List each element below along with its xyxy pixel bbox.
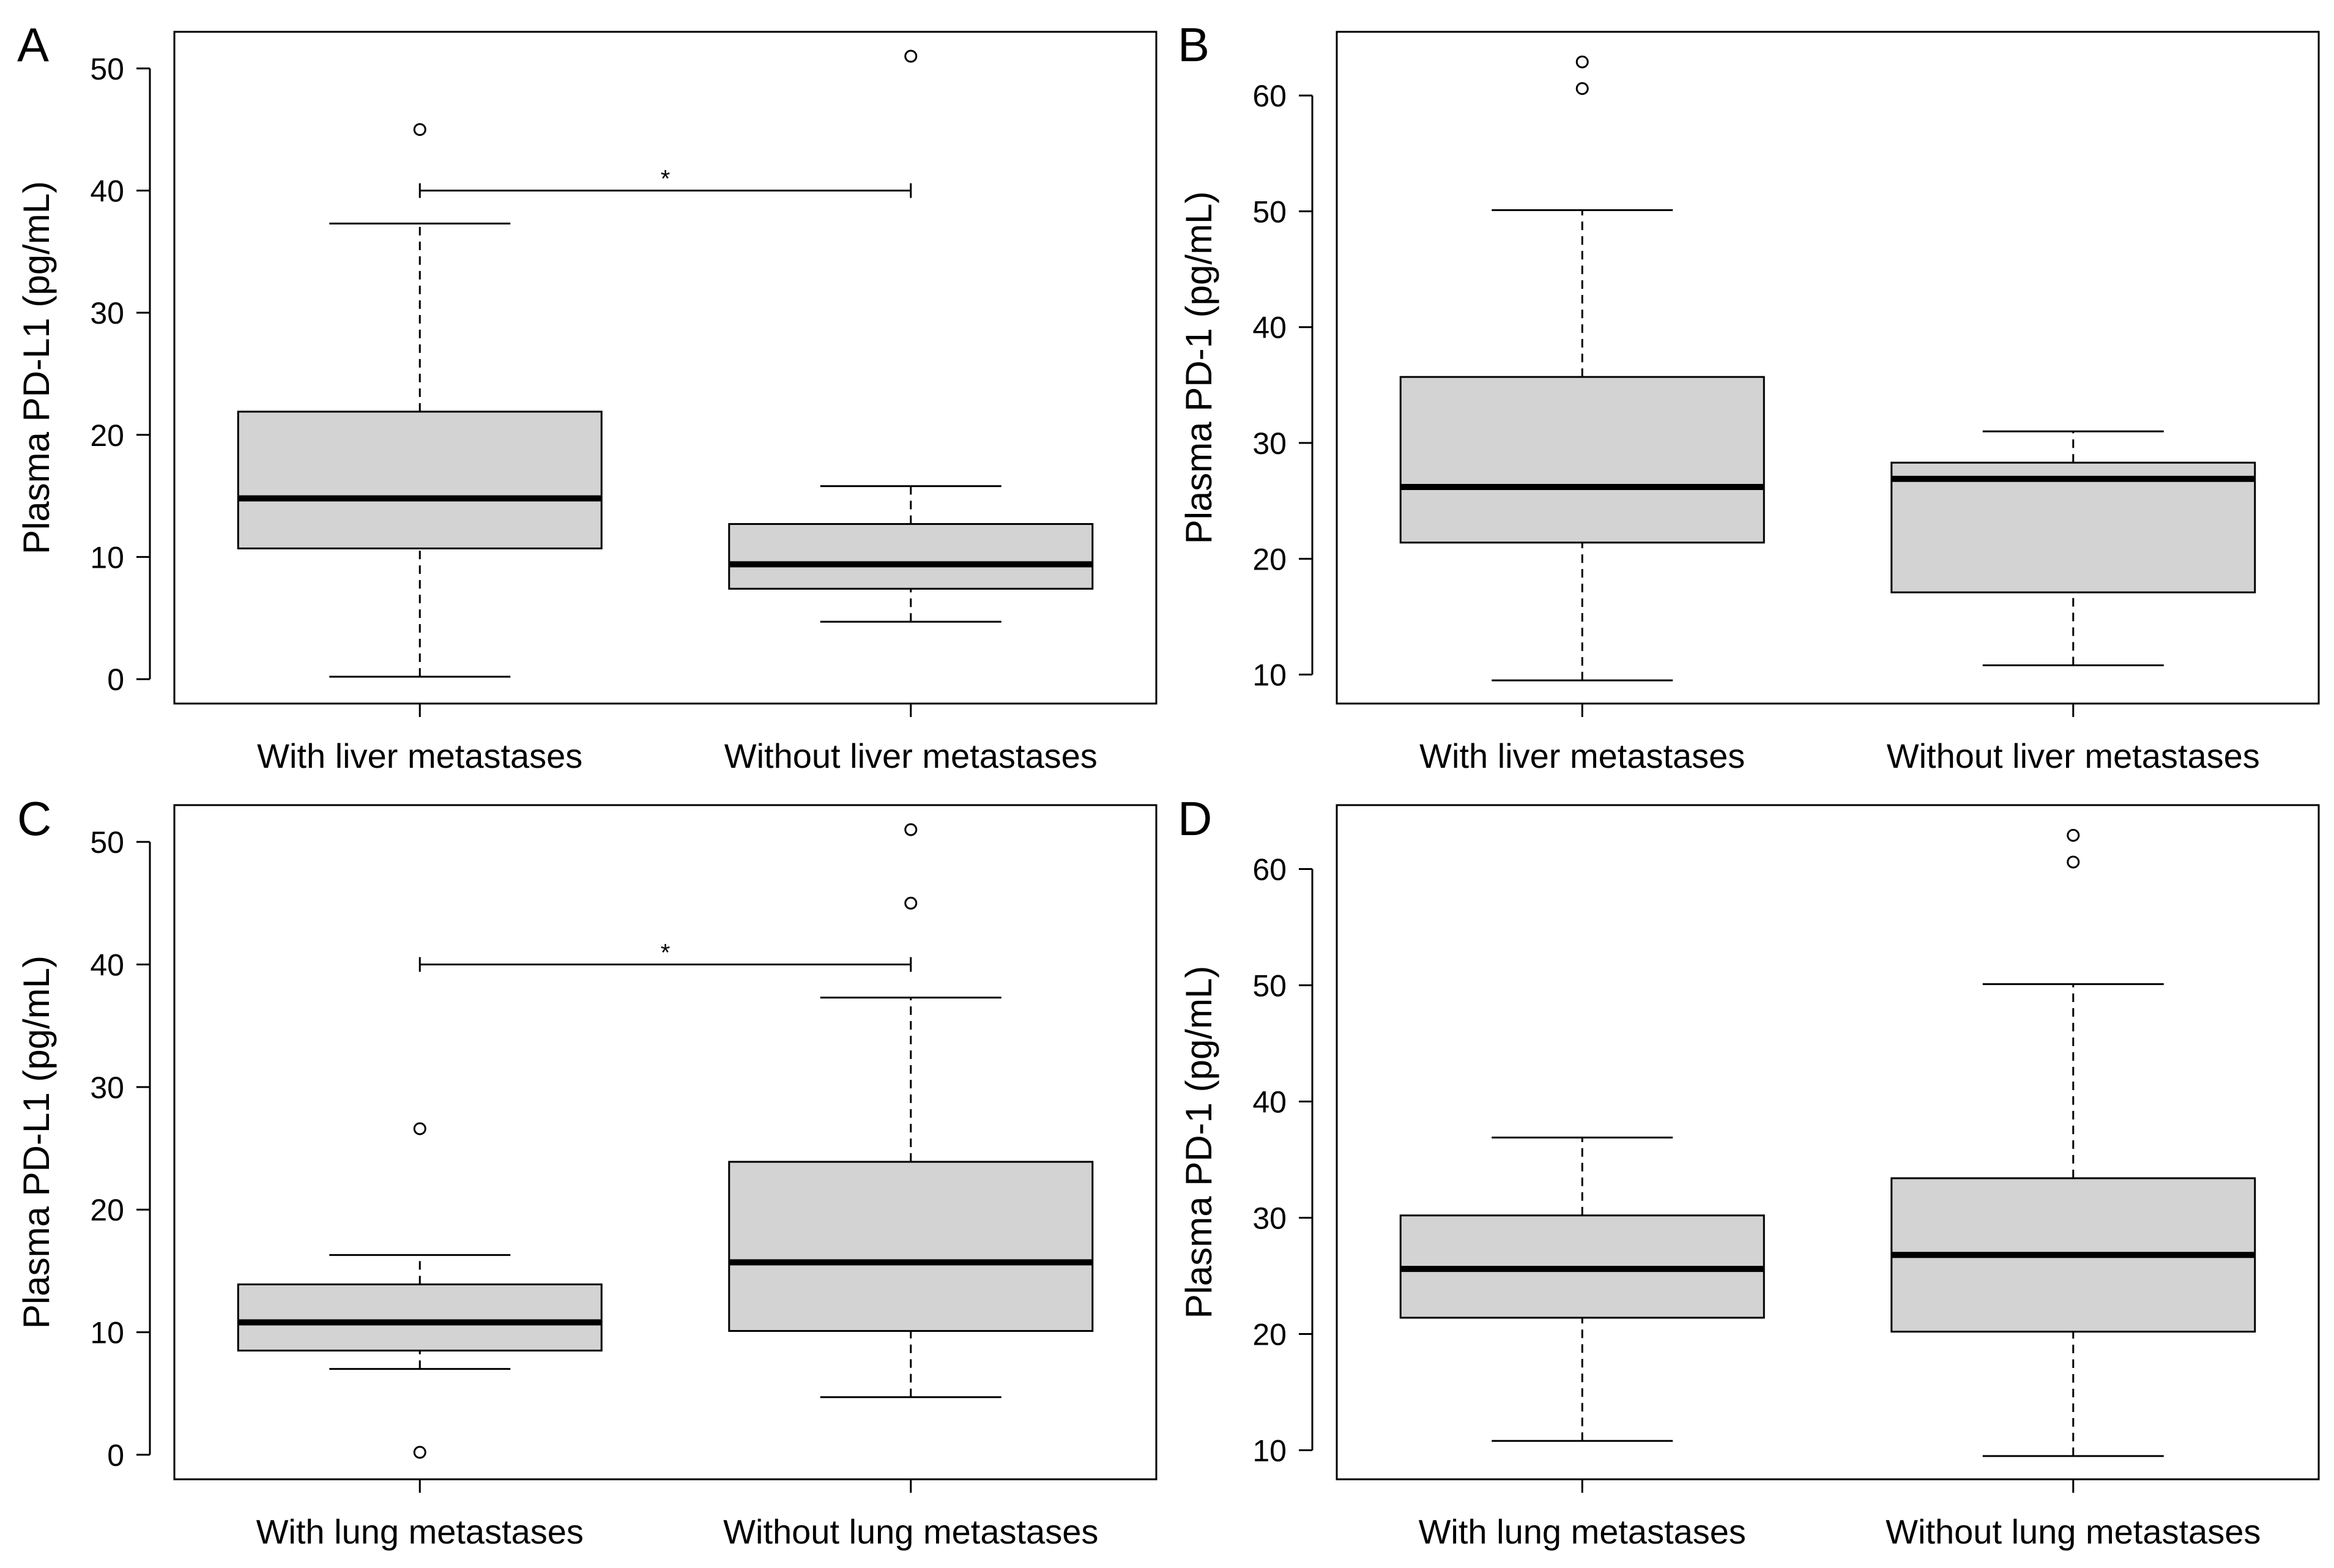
x-category-label: With lung metastases bbox=[1419, 1512, 1746, 1551]
y-axis-title: Plasma PD-L1 (pg/mL) bbox=[16, 956, 57, 1329]
y-tick-label: 30 bbox=[90, 1071, 124, 1105]
y-tick-label: 50 bbox=[1252, 969, 1287, 1003]
significance-bracket: * bbox=[418, 166, 912, 198]
y-tick-label: 10 bbox=[1252, 658, 1287, 693]
plot-frame bbox=[1336, 31, 2320, 705]
y-tick-label: 20 bbox=[90, 1193, 124, 1227]
y-tick-label: 60 bbox=[1252, 79, 1287, 113]
outlier-point bbox=[413, 1446, 426, 1459]
panel-letter: C bbox=[17, 792, 51, 845]
x-category-label: Without lung metastases bbox=[1886, 1512, 2261, 1551]
x-category-label: Without liver metastases bbox=[724, 737, 1098, 775]
x-category-label: With lung metastases bbox=[256, 1512, 584, 1551]
y-tick-label: 60 bbox=[1252, 853, 1287, 887]
y-tick-label: 40 bbox=[1252, 311, 1287, 345]
outlier-point bbox=[1575, 55, 1589, 69]
iqr-box bbox=[1890, 461, 2256, 593]
outlier-point bbox=[413, 123, 426, 136]
significance-star: * bbox=[661, 166, 671, 193]
panel-d: D 10 20 30 40 50 60 Plasma PD-1 (pg/mL) With lun… bbox=[1178, 792, 2320, 1551]
boxplot-group bbox=[1890, 828, 2256, 1457]
x-category-label: Without lung metastases bbox=[723, 1512, 1098, 1551]
outlier-point bbox=[2067, 828, 2080, 842]
y-tick-label: 50 bbox=[90, 825, 124, 860]
boxplot-group bbox=[1399, 55, 1765, 682]
x-category-label: With liver metastases bbox=[257, 737, 582, 775]
y-tick-label: 0 bbox=[107, 663, 124, 697]
iqr-box bbox=[728, 1161, 1094, 1332]
y-tick-label: 40 bbox=[1252, 1085, 1287, 1120]
significance-bracket: * bbox=[418, 939, 912, 972]
y-tick-label: 10 bbox=[90, 540, 124, 574]
plot-frame bbox=[173, 31, 1158, 705]
y-tick-label: 10 bbox=[1252, 1434, 1287, 1468]
iqr-box bbox=[237, 411, 603, 549]
y-axis-title: Plasma PD-1 (pg/mL) bbox=[1178, 191, 1219, 544]
y-tick-label: 20 bbox=[1252, 542, 1287, 576]
outlier-point bbox=[904, 896, 918, 910]
outlier-point bbox=[904, 50, 918, 63]
boxplot-group bbox=[237, 123, 603, 678]
outlier-point bbox=[904, 823, 918, 836]
panel-a: A 0 10 20 30 40 50 Plasma PD-L1 (pg/mL) With liv… bbox=[16, 18, 1158, 775]
panel-c: C 0 10 20 30 40 50 Plasma PD-L1 (pg/mL) With lun… bbox=[16, 792, 1158, 1551]
boxplot-group bbox=[728, 50, 1094, 623]
plot-frame bbox=[173, 804, 1158, 1481]
boxplot-group bbox=[1890, 430, 2256, 667]
iqr-box bbox=[1399, 376, 1765, 544]
x-category-label: With liver metastases bbox=[1419, 737, 1745, 775]
x-category-label: Without liver metastases bbox=[1887, 737, 2260, 775]
boxplot-group bbox=[1399, 1136, 1765, 1442]
panel-b: B 10 20 30 40 50 60 Plasma PD-1 (pg/mL) With liv… bbox=[1178, 18, 2320, 775]
boxplot-group bbox=[237, 1122, 603, 1459]
y-tick-label: 50 bbox=[1252, 195, 1287, 229]
panel-letter: A bbox=[17, 18, 49, 72]
y-tick-label: 20 bbox=[1252, 1318, 1287, 1352]
outlier-point bbox=[413, 1122, 426, 1135]
panel-letter: D bbox=[1178, 792, 1212, 845]
outlier-point bbox=[1575, 82, 1589, 95]
y-axis-title: Plasma PD-L1 (pg/mL) bbox=[16, 181, 57, 554]
iqr-box bbox=[237, 1283, 603, 1352]
y-tick-label: 0 bbox=[107, 1438, 124, 1473]
y-tick-label: 30 bbox=[1252, 1202, 1287, 1236]
plot-frame bbox=[1336, 804, 2320, 1481]
y-tick-label: 40 bbox=[90, 174, 124, 209]
panel-letter: B bbox=[1178, 18, 1210, 72]
outlier-point bbox=[2067, 855, 2080, 869]
y-tick-label: 20 bbox=[90, 418, 124, 453]
y-tick-label: 30 bbox=[90, 296, 124, 330]
y-tick-label: 50 bbox=[90, 52, 124, 86]
y-tick-label: 10 bbox=[90, 1316, 124, 1350]
y-tick-label: 40 bbox=[90, 948, 124, 982]
y-tick-label: 30 bbox=[1252, 426, 1287, 461]
iqr-box bbox=[728, 523, 1094, 590]
boxplot-group bbox=[728, 823, 1094, 1399]
y-axis-title: Plasma PD-1 (pg/mL) bbox=[1178, 966, 1219, 1319]
significance-star: * bbox=[661, 939, 671, 966]
